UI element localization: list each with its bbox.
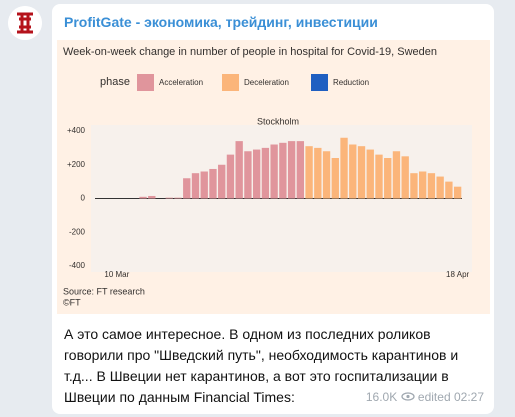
legend-swatch [222, 74, 239, 91]
bar [226, 154, 235, 199]
panel-label: Stockholm [257, 116, 299, 126]
bar [279, 142, 287, 199]
message-text: А это самое интересное. В одном из после… [64, 326, 459, 405]
bar [139, 196, 147, 199]
time: 02:27 [453, 390, 484, 404]
x-tick-label: 18 Apr [446, 270, 469, 279]
bar [174, 197, 182, 199]
y-tick-label: +200 [67, 160, 86, 169]
bar [349, 144, 357, 199]
bar [427, 173, 436, 199]
bar [445, 181, 453, 199]
chart[interactable]: Week-on-week change in number of people … [57, 40, 490, 314]
bar [261, 147, 270, 199]
bar [401, 156, 409, 199]
bar [183, 178, 191, 199]
bar [419, 171, 427, 199]
channel-avatar[interactable] [8, 6, 42, 40]
credit: ©FT [63, 297, 81, 307]
bar [331, 158, 339, 199]
x-tick-label: 10 Mar [104, 270, 129, 279]
bar [148, 195, 156, 199]
message-meta: 16.0K edited 02:27 [366, 390, 484, 404]
legend-swatch [311, 74, 328, 91]
bar [191, 173, 200, 199]
bar [305, 146, 313, 199]
bar [322, 151, 331, 199]
legend-swatch [137, 74, 154, 91]
y-tick-label: -200 [69, 227, 86, 236]
bar [165, 197, 173, 199]
bar [384, 158, 392, 199]
bar [270, 144, 278, 199]
bar [314, 147, 322, 199]
y-tick-label: 0 [81, 194, 86, 203]
edited-label: edited [417, 390, 451, 404]
bar [296, 141, 305, 199]
message-bubble: ProfitGate - экономика, трейдинг, инвест… [52, 4, 494, 414]
bar [392, 151, 401, 199]
bar [218, 164, 226, 199]
legend-label: Reduction [333, 78, 369, 87]
bar [410, 173, 418, 199]
bar [366, 149, 374, 199]
legend-label: Deceleration [244, 78, 289, 87]
bar [357, 146, 366, 199]
bar [252, 149, 261, 199]
legend-title: phase [100, 76, 130, 88]
chart-title: Week-on-week change in number of people … [63, 46, 437, 58]
views: 16.0K [365, 390, 398, 404]
bar [200, 171, 208, 199]
bar [244, 151, 252, 199]
bar [209, 168, 217, 199]
bar [375, 154, 383, 199]
source: Source: FT research [63, 286, 145, 296]
bar [340, 137, 348, 199]
y-tick-label: -400 [69, 261, 86, 270]
bar [453, 186, 462, 199]
y-tick-label: +400 [67, 126, 86, 135]
bar [436, 176, 444, 199]
bar [235, 141, 243, 199]
bar [287, 141, 296, 199]
legend-label: Acceleration [159, 78, 203, 87]
channel-name[interactable]: ProfitGate - экономика, трейдинг, инвест… [64, 14, 378, 30]
views-icon [400, 392, 415, 401]
